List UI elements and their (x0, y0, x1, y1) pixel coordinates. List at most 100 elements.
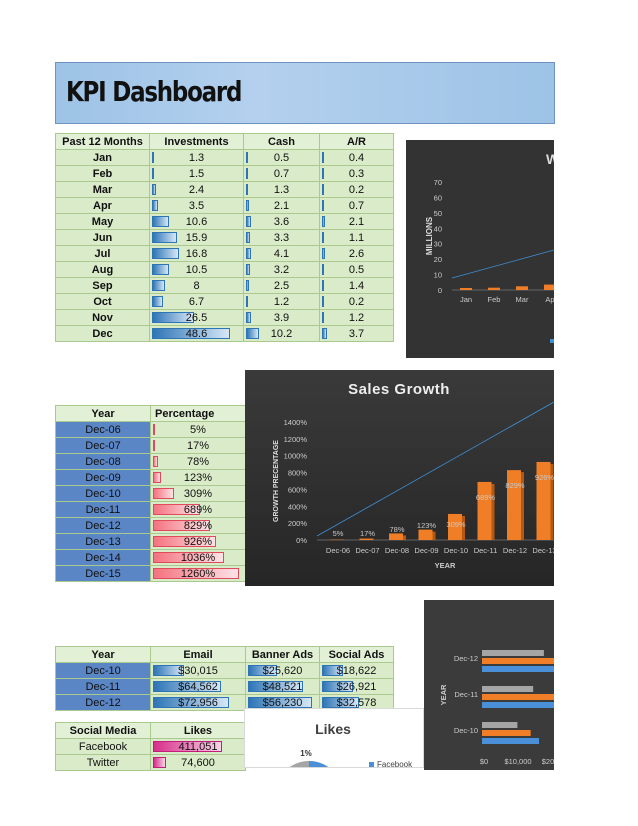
investments-cell-value: 2.4 (188, 183, 205, 196)
month-cell: Aug (55, 261, 150, 278)
x-tick-label: Dec-08 (385, 546, 409, 555)
ar-cell-value: 3.7 (348, 327, 365, 340)
banner-ads-cell: $25,620 (245, 662, 320, 679)
cash-cell-value: 3.6 (273, 215, 290, 228)
ar-cell-value: 0.5 (348, 263, 365, 276)
data-label-box (295, 747, 317, 759)
legend-label: Facebook (377, 760, 413, 768)
ar-cell: 0.3 (319, 165, 394, 182)
data-label: 123% (417, 521, 437, 530)
cash-cell-bar (246, 152, 248, 163)
email-cell-bar (153, 681, 221, 692)
header-cash: Cash (243, 133, 320, 150)
ar-cell-bar (322, 232, 324, 243)
ar-cell-bar (322, 248, 325, 259)
year-cell: Dec-07 (55, 437, 151, 454)
investments-cell-value: 16.8 (185, 247, 208, 260)
header-period: Past 12 Months (55, 133, 150, 150)
percentage-cell-value: 1036% (180, 551, 216, 564)
cash-cell: 3.3 (243, 229, 320, 246)
sales-growth-chart[interactable]: Sales Growth GROWTH PRECENTAGE 0% 200% 400% 6… (245, 370, 554, 586)
data-label: 1% (300, 749, 312, 758)
banner-ads-cell-value: $56,230 (262, 696, 303, 709)
table-row: Apr 3.5 2.1 0.7 (55, 197, 394, 214)
investments-cell-bar (152, 264, 169, 275)
bar-mark (516, 286, 528, 290)
bar-mark (477, 481, 492, 540)
banner-ads-cell-value: $25,620 (262, 664, 303, 677)
table-row: Oct 6.7 1.2 0.2 (55, 293, 394, 310)
year-cell: Dec-09 (55, 469, 151, 486)
year-cell: Dec-11 (55, 501, 151, 518)
bar-mark (482, 666, 554, 672)
y-tick-label: 70 (434, 178, 442, 187)
pie-slice (309, 761, 328, 767)
investments-cell: 10.5 (149, 261, 244, 278)
month-cell: Sep (55, 277, 150, 294)
likes-cell-bar (153, 757, 166, 768)
ar-cell-bar (322, 200, 324, 211)
x-tick-label: Dec-11 (474, 546, 498, 555)
header-year: Year (55, 646, 151, 663)
percentage-cell: 689% (150, 501, 246, 518)
investments-cell-value: 8 (193, 279, 200, 292)
ar-cell-bar (322, 312, 324, 323)
header-percentage: Percentage (150, 405, 246, 422)
y-tick-label: 30 (434, 240, 442, 249)
x-tick-label: Jan (460, 295, 472, 304)
month-cell: Dec (55, 325, 150, 342)
ar-cell-value: 0.7 (348, 199, 365, 212)
legend-marker (550, 339, 554, 343)
ar-cell: 0.2 (319, 181, 394, 198)
y-axis-label: YEAR (439, 684, 448, 705)
table-header-row: Past 12 Months Investments Cash A/R (55, 133, 394, 150)
cash-cell: 1.2 (243, 293, 320, 310)
cash-cell-value: 3.2 (273, 263, 290, 276)
cash-cell-value: 2.5 (273, 279, 290, 292)
cash-cell-value: 3.9 (273, 311, 290, 324)
percentage-cell-value: 123% (183, 471, 213, 484)
year-cell: Dec-15 (55, 565, 151, 582)
investments-cell-bar (152, 232, 177, 243)
ar-cell-value: 0.2 (348, 183, 365, 196)
bar-mark (536, 461, 551, 540)
investments-cell-bar (152, 248, 179, 259)
table-row: Dec-12 829% (55, 517, 246, 534)
table-header-row: Year Percentage (55, 405, 246, 422)
percentage-cell-value: 17% (186, 439, 210, 452)
bar-side (491, 483, 495, 540)
marketing-spend-chart[interactable]: YEAR Dec-10 Dec-11 Dec-12 $0 $10,000 $20 (424, 600, 554, 770)
header-ar: A/R (319, 133, 394, 150)
bar-mark (418, 529, 433, 540)
investments-cell: 10.6 (149, 213, 244, 230)
y-tick-label: 20 (434, 255, 442, 264)
investments-cell-value: 15.9 (185, 231, 208, 244)
investments-cell: 3.5 (149, 197, 244, 214)
cash-cell: 3.2 (243, 261, 320, 278)
bar-mark (488, 287, 500, 290)
cash-cell-bar (246, 328, 259, 339)
cash-cell-bar (246, 200, 249, 211)
chart-title: W (546, 151, 554, 167)
table-row: Mar 2.4 1.3 0.2 (55, 181, 394, 198)
monthly-chart[interactable]: W MILLIONS 0 10 20 30 40 50 60 70 Jan Feb Mar Ap (406, 140, 554, 358)
ar-cell-bar (322, 264, 324, 275)
ar-cell: 1.1 (319, 229, 394, 246)
table-row: Dec-15 1260% (55, 565, 246, 582)
month-cell: Jan (55, 149, 150, 166)
likes-chart[interactable]: Likes 1% Facebook (244, 708, 424, 768)
investments-cell-value: 1.5 (188, 167, 205, 180)
percentage-cell-bar (153, 472, 161, 483)
cash-cell-value: 4.1 (273, 247, 290, 260)
table-row: May 10.6 3.6 2.1 (55, 213, 394, 230)
bar-mark (482, 702, 554, 708)
ar-cell-bar (322, 296, 324, 307)
ar-cell: 2.1 (319, 213, 394, 230)
cash-cell: 4.1 (243, 245, 320, 262)
ar-cell: 0.5 (319, 261, 394, 278)
bar-mark (460, 287, 472, 290)
social-ads-cell-bar (322, 681, 353, 692)
investments-cell-value: 6.7 (188, 295, 205, 308)
ar-cell: 2.6 (319, 245, 394, 262)
dashboard-title-band: KPI Dashboard (55, 62, 555, 124)
